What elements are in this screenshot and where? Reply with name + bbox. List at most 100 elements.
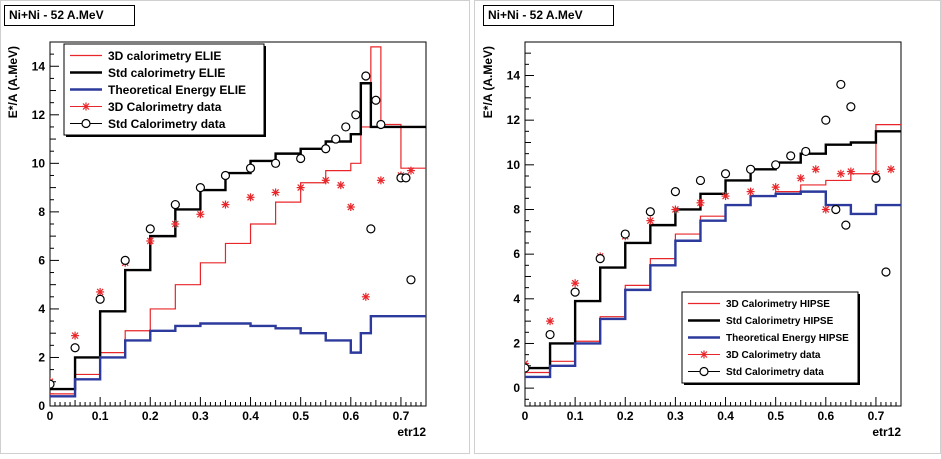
plot-frame xyxy=(524,41,902,407)
x-tick-label: 0.5 xyxy=(292,409,309,423)
legend-item: 3D Calorimetry data xyxy=(70,100,222,114)
legend-label: Std Calorimetry data xyxy=(108,117,226,131)
y-tick-label: 14 xyxy=(507,68,521,82)
data-point xyxy=(96,287,105,296)
y-tick-label: 12 xyxy=(32,108,46,122)
y-tick-label: 8 xyxy=(513,202,520,216)
data-point xyxy=(246,193,255,202)
legend-label: Theoretical Energy HIPSE xyxy=(726,333,849,344)
data-point xyxy=(220,170,231,181)
x-tick-label: 0.1 xyxy=(92,409,109,423)
series-line xyxy=(525,190,901,379)
data-point xyxy=(336,181,345,190)
chart-panel: 0 0.1 0.2 0.3 0.4 0.5 0.6 0.7 0 2 4 6 8 10 12 14 etr12 E*… xyxy=(474,0,941,454)
data-point xyxy=(871,173,881,183)
data-point xyxy=(371,95,381,105)
legend-label: 3D calorimetry ELIE xyxy=(108,49,221,63)
x-tick-label: 0.7 xyxy=(393,409,410,423)
y-tick-label: 14 xyxy=(32,59,46,73)
data-point xyxy=(570,287,580,297)
legend-label: Theoretical Energy ELIE xyxy=(108,83,246,97)
chart-panel: 0 0.1 0.2 0.3 0.4 0.5 0.6 0.7 0 2 4 6 8 10 12 14 etr12 E*… xyxy=(0,0,470,454)
data-point xyxy=(771,183,780,192)
data-point xyxy=(341,122,351,132)
x-tick-label: 0.1 xyxy=(567,409,584,423)
data-point xyxy=(245,163,256,173)
data-point xyxy=(811,165,820,174)
data-point xyxy=(196,210,205,219)
legend-label: Std Calorimetry HIPSE xyxy=(726,316,834,327)
data-point xyxy=(746,187,755,196)
data-point xyxy=(271,158,281,168)
data-point xyxy=(646,216,655,225)
x-tick-label: 0 xyxy=(522,409,529,423)
data-point xyxy=(836,79,846,90)
data-point xyxy=(645,207,655,217)
x-tick-label: 0.3 xyxy=(667,409,684,423)
data-point xyxy=(881,267,891,277)
data-point xyxy=(846,102,856,112)
legend-label: 3D Calorimetry data xyxy=(726,350,821,361)
x-tick-label: 0.4 xyxy=(717,409,734,423)
data-point xyxy=(50,379,55,389)
data-point xyxy=(801,146,811,157)
y-tick-label: 10 xyxy=(507,158,521,172)
data-point xyxy=(846,167,855,176)
data-point xyxy=(786,151,796,161)
y-tick-label: 2 xyxy=(513,336,520,350)
data-point xyxy=(120,255,130,265)
data-point xyxy=(796,174,805,183)
y-tick-label: 12 xyxy=(507,113,521,127)
data-point xyxy=(361,292,370,301)
y-tick-label: 0 xyxy=(513,381,520,395)
y-tick-label: 6 xyxy=(513,247,520,261)
y-tick-label: 6 xyxy=(38,253,45,267)
y-tick-label: 2 xyxy=(38,350,45,364)
data-point xyxy=(170,199,180,210)
data-point xyxy=(351,110,361,120)
data-point xyxy=(331,134,341,144)
data-point xyxy=(886,165,895,174)
data-point xyxy=(221,200,230,209)
data-point xyxy=(406,166,415,175)
y-axis-label: E*/A (A.MeV) xyxy=(6,46,20,118)
y-tick-label: 0 xyxy=(38,399,45,413)
data-point xyxy=(720,169,731,179)
data-point xyxy=(171,220,180,228)
data-point xyxy=(595,254,605,264)
data-point xyxy=(195,183,205,193)
title-box xyxy=(483,5,614,26)
legend-item: Std Calorimetry data xyxy=(688,366,824,378)
series-layer xyxy=(525,79,901,379)
x-tick-label: 0.2 xyxy=(142,409,159,423)
series-line xyxy=(50,315,426,398)
data-point xyxy=(545,329,555,340)
legend-item: Std Calorimetry data xyxy=(70,117,226,131)
legend-item: 3D Calorimetry HIPSE xyxy=(688,299,830,310)
legend-item: Std calorimetry ELIE xyxy=(70,66,225,80)
data-point xyxy=(361,71,371,81)
series-layer xyxy=(50,46,426,398)
data-point xyxy=(71,331,80,340)
legend-item: 3D calorimetry ELIE xyxy=(70,49,221,63)
chart-title: Ni+Ni - 52 A.MeV xyxy=(488,8,583,22)
data-point xyxy=(821,205,830,214)
data-point xyxy=(525,363,530,373)
x-tick-label: 0.3 xyxy=(192,409,209,423)
x-axis-label: etr12 xyxy=(872,425,901,439)
data-point xyxy=(571,279,580,288)
data-point xyxy=(406,275,416,285)
legend-label: 3D Calorimetry HIPSE xyxy=(726,299,830,310)
data-point xyxy=(841,220,851,230)
legend-label: Std Calorimetry data xyxy=(726,367,824,378)
legend-label: Std calorimetry ELIE xyxy=(108,66,225,80)
data-point xyxy=(296,153,306,164)
data-point xyxy=(771,160,781,170)
y-tick-label: 4 xyxy=(38,302,45,316)
data-point xyxy=(366,224,376,234)
x-tick-label: 0.4 xyxy=(242,409,259,423)
data-point xyxy=(671,205,680,214)
x-tick-label: 0.7 xyxy=(868,409,885,423)
